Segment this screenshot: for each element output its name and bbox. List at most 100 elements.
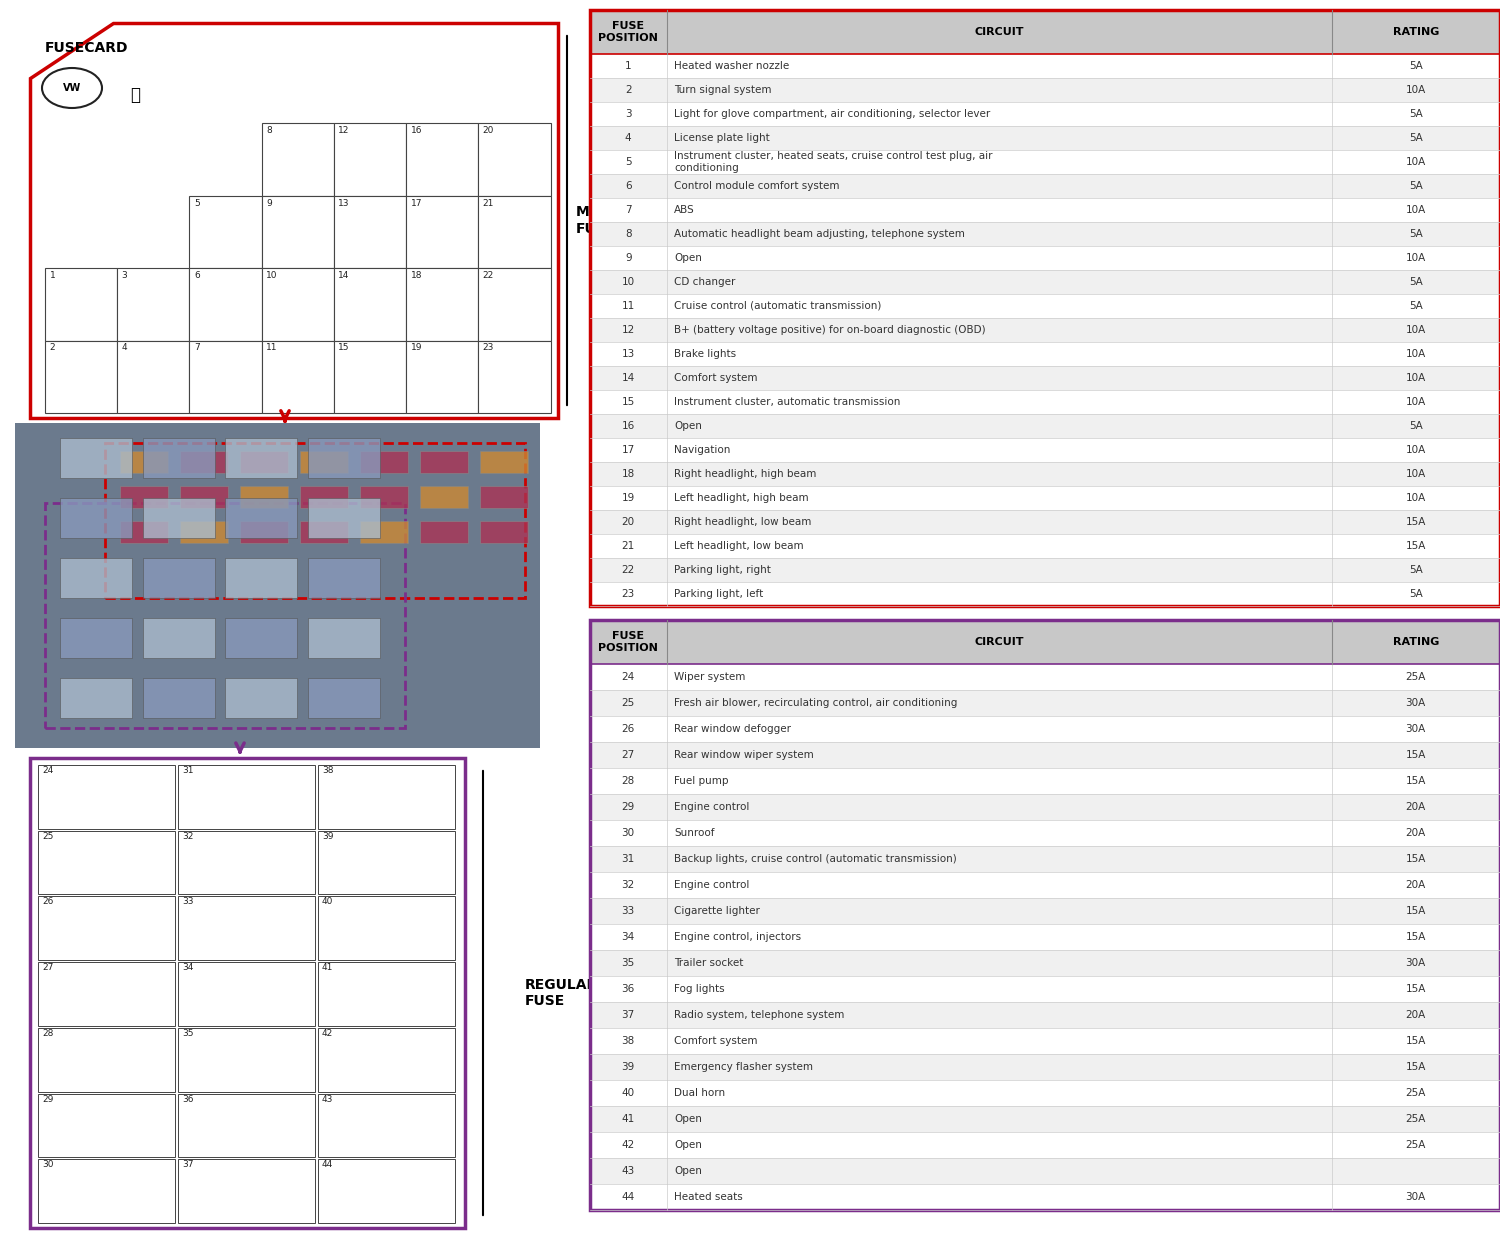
Bar: [590, 198, 1500, 222]
Text: 10A: 10A: [1406, 206, 1426, 215]
Text: Turn signal system: Turn signal system: [675, 85, 772, 95]
Text: 3: 3: [122, 271, 128, 280]
Bar: [38, 831, 174, 894]
Bar: [45, 340, 117, 413]
Bar: [590, 78, 1500, 102]
Bar: [177, 1093, 315, 1158]
Text: Open: Open: [675, 253, 702, 262]
Text: 17: 17: [411, 198, 422, 208]
Text: 35: 35: [621, 958, 634, 968]
Bar: [360, 451, 408, 473]
Text: Open: Open: [675, 421, 702, 431]
Bar: [590, 620, 1500, 1210]
Text: 16: 16: [411, 126, 422, 135]
Text: 34: 34: [182, 963, 194, 972]
Bar: [590, 820, 1500, 846]
Bar: [590, 510, 1500, 534]
Text: 📖: 📖: [130, 85, 140, 104]
Bar: [590, 898, 1500, 924]
Bar: [590, 716, 1500, 742]
Bar: [480, 487, 528, 508]
Text: 30A: 30A: [1406, 1192, 1426, 1202]
Text: FUSECARD: FUSECARD: [45, 41, 129, 54]
Text: Fog lights: Fog lights: [675, 984, 724, 994]
Bar: [300, 487, 348, 508]
Text: 8: 8: [266, 126, 272, 135]
Bar: [60, 498, 132, 539]
Text: 18: 18: [411, 271, 422, 280]
Text: Engine control: Engine control: [675, 802, 750, 812]
Bar: [420, 451, 468, 473]
Text: Engine control: Engine control: [675, 880, 750, 890]
Bar: [590, 1106, 1500, 1132]
Bar: [189, 340, 261, 413]
Text: 20A: 20A: [1406, 828, 1426, 838]
Bar: [590, 976, 1500, 1002]
Bar: [261, 196, 334, 267]
Bar: [38, 1159, 174, 1223]
Bar: [590, 846, 1500, 872]
Bar: [225, 618, 297, 659]
Bar: [225, 558, 297, 598]
Text: 36: 36: [621, 984, 634, 994]
Text: 2: 2: [50, 343, 55, 353]
Text: Instrument cluster, automatic transmission: Instrument cluster, automatic transmissi…: [675, 397, 902, 407]
Text: Left headlight, low beam: Left headlight, low beam: [675, 541, 804, 551]
Text: 12: 12: [339, 126, 350, 135]
Text: 44: 44: [322, 1160, 333, 1169]
Text: Open: Open: [675, 1140, 702, 1150]
Text: RATING: RATING: [1392, 27, 1438, 37]
Bar: [334, 123, 406, 196]
Bar: [590, 462, 1500, 487]
Bar: [590, 742, 1500, 768]
Bar: [480, 451, 528, 473]
Text: 15A: 15A: [1406, 541, 1426, 551]
Text: 25A: 25A: [1406, 1114, 1426, 1124]
Bar: [590, 102, 1500, 126]
Bar: [480, 521, 528, 543]
Bar: [225, 438, 297, 478]
Text: 17: 17: [621, 444, 634, 456]
Bar: [590, 487, 1500, 510]
Text: 41: 41: [322, 963, 333, 972]
Text: Backup lights, cruise control (automatic transmission): Backup lights, cruise control (automatic…: [675, 854, 957, 864]
Bar: [420, 521, 468, 543]
Bar: [308, 558, 380, 598]
Bar: [318, 1159, 454, 1223]
Bar: [300, 451, 348, 473]
Text: Rear window wiper system: Rear window wiper system: [675, 750, 814, 760]
Text: 15A: 15A: [1406, 1036, 1426, 1046]
Text: 26: 26: [42, 898, 54, 906]
Text: 25: 25: [42, 832, 54, 841]
Text: 9: 9: [266, 198, 272, 208]
Bar: [318, 962, 454, 1026]
Bar: [60, 678, 132, 718]
Bar: [240, 451, 288, 473]
Text: 22: 22: [483, 271, 494, 280]
Bar: [300, 521, 348, 543]
Bar: [15, 423, 540, 748]
Bar: [590, 1054, 1500, 1080]
Bar: [240, 521, 288, 543]
Text: 31: 31: [182, 766, 194, 775]
Bar: [318, 896, 454, 961]
Text: 14: 14: [621, 373, 634, 383]
Text: 5A: 5A: [1408, 229, 1422, 239]
Bar: [420, 487, 468, 508]
Text: B+ (battery voltage positive) for on-board diagnostic (OBD): B+ (battery voltage positive) for on-boa…: [675, 326, 986, 335]
Bar: [308, 498, 380, 539]
Bar: [142, 498, 214, 539]
Bar: [478, 267, 550, 340]
Bar: [590, 1184, 1500, 1210]
Bar: [478, 196, 550, 267]
Text: 10A: 10A: [1406, 397, 1426, 407]
Text: Sunroof: Sunroof: [675, 828, 716, 838]
Bar: [45, 267, 117, 340]
Text: 5: 5: [626, 157, 632, 167]
Bar: [38, 962, 174, 1026]
Text: 15: 15: [339, 343, 350, 353]
Text: Fuel pump: Fuel pump: [675, 776, 729, 786]
Text: Parking light, right: Parking light, right: [675, 565, 771, 574]
Bar: [142, 678, 214, 718]
Text: Rear window defogger: Rear window defogger: [675, 724, 792, 734]
